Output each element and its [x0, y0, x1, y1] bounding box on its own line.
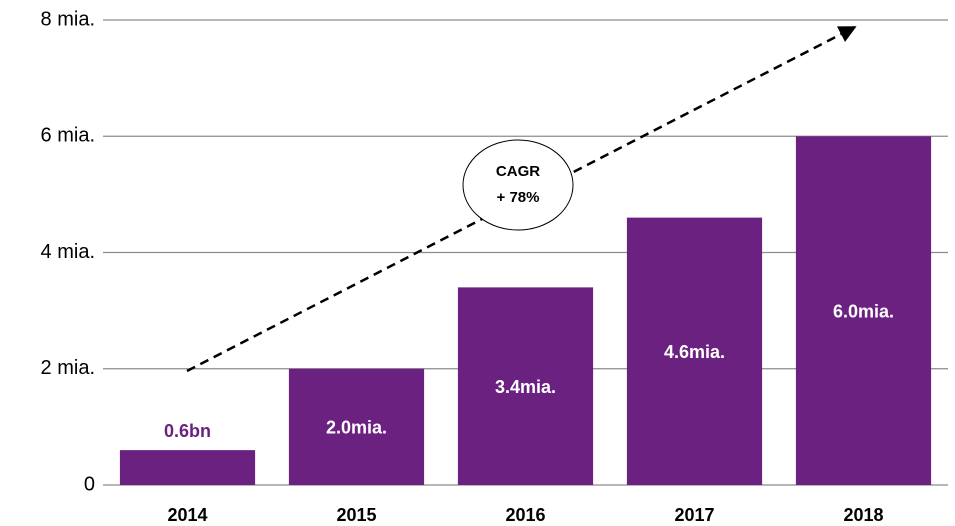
value-label: 2.0mia.: [326, 418, 387, 438]
x-tick-label: 2017: [674, 505, 714, 525]
y-tick-label: 6 mia.: [41, 125, 95, 147]
x-tick-label: 2014: [167, 505, 207, 525]
annotation-line: CAGR: [496, 163, 540, 180]
bar: [457, 287, 594, 485]
bar: [626, 217, 763, 485]
value-label: 0.6bn: [164, 421, 211, 441]
bar: [119, 450, 256, 485]
value-label: 6.0mia.: [833, 301, 894, 321]
y-tick-label: 4 mia.: [41, 241, 95, 263]
y-tick-label: 0: [84, 473, 95, 495]
value-label: 4.6mia.: [664, 342, 725, 362]
bar: [795, 136, 932, 485]
value-label: 3.4mia.: [495, 377, 556, 397]
y-tick-label: 8 mia.: [41, 8, 95, 30]
cagr-bubble: [462, 139, 574, 231]
annotation-line: + 78%: [497, 189, 540, 206]
x-tick-label: 2015: [336, 505, 376, 525]
y-tick-label: 2 mia.: [41, 357, 95, 379]
x-tick-label: 2016: [505, 505, 545, 525]
x-tick-label: 2018: [843, 505, 883, 525]
bar: [288, 368, 425, 485]
